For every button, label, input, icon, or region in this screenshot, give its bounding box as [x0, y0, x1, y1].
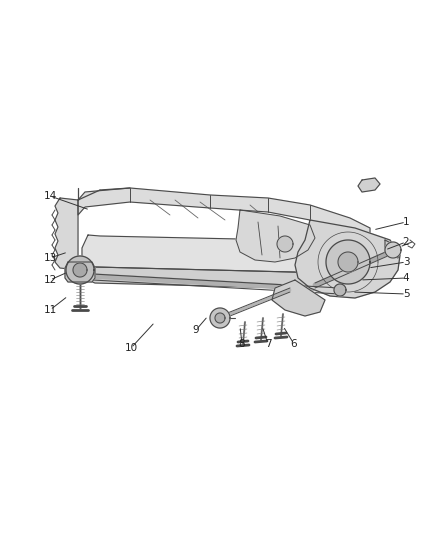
Text: 2: 2 [403, 237, 410, 247]
Polygon shape [66, 256, 94, 284]
Polygon shape [334, 284, 346, 296]
Text: 1: 1 [403, 217, 410, 227]
Text: 11: 11 [43, 305, 57, 315]
Text: 10: 10 [124, 343, 138, 353]
Text: 13: 13 [43, 253, 57, 263]
Text: 12: 12 [43, 275, 57, 285]
Text: 6: 6 [291, 339, 297, 349]
Polygon shape [358, 178, 380, 192]
Text: 9: 9 [193, 325, 199, 335]
Polygon shape [338, 252, 358, 272]
Polygon shape [65, 262, 95, 282]
Polygon shape [73, 263, 87, 277]
Polygon shape [236, 210, 315, 262]
Polygon shape [82, 260, 385, 290]
Polygon shape [326, 240, 370, 284]
Text: 3: 3 [403, 257, 410, 267]
Polygon shape [385, 240, 400, 258]
Polygon shape [210, 308, 230, 328]
Polygon shape [82, 235, 390, 274]
Polygon shape [295, 220, 400, 298]
Text: 8: 8 [239, 339, 245, 349]
Polygon shape [55, 198, 78, 270]
Polygon shape [215, 313, 225, 323]
Text: 4: 4 [403, 273, 410, 283]
Text: 5: 5 [403, 289, 410, 299]
Polygon shape [272, 280, 325, 316]
Text: 7: 7 [265, 339, 271, 349]
Text: 14: 14 [43, 191, 57, 201]
Polygon shape [385, 242, 401, 258]
Polygon shape [78, 188, 370, 240]
Polygon shape [277, 236, 293, 252]
